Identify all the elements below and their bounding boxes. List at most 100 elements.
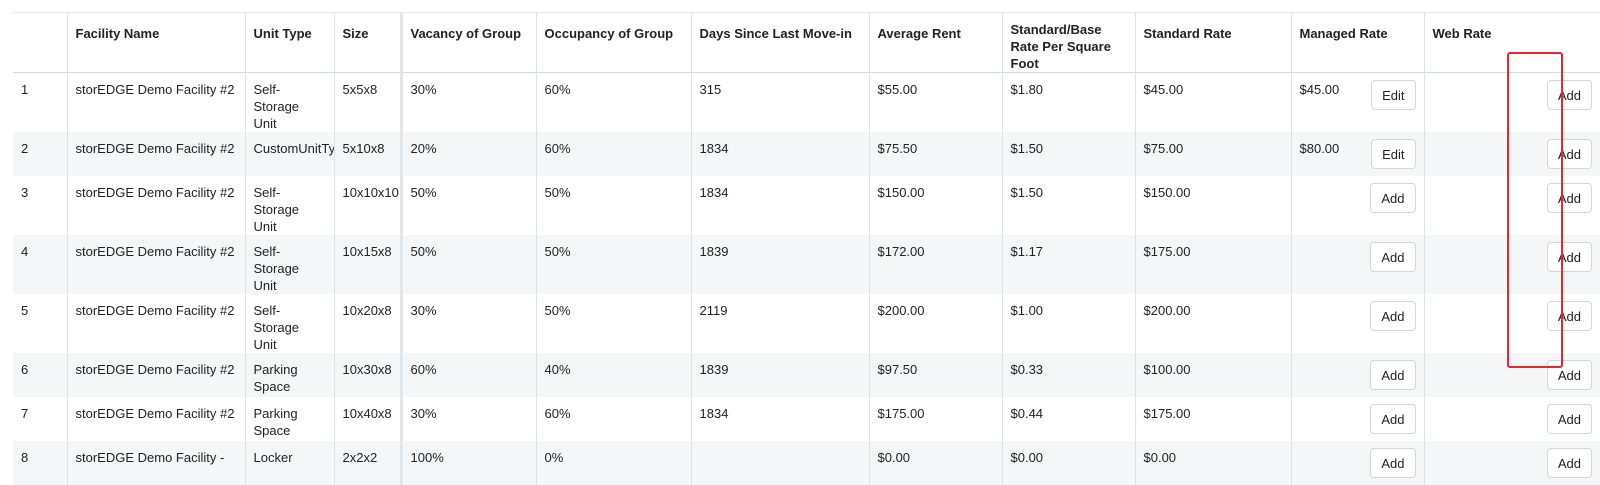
facility-name-cell: storEDGE Demo Facility #2	[66, 294, 245, 353]
standard-rate-cell: $75.00	[1134, 132, 1291, 176]
unit-type-cell: Self-Storage Unit	[244, 235, 334, 294]
managed-rate-button[interactable]: Add	[1370, 404, 1416, 434]
base-rate-per-sqft-cell: $0.33	[1001, 353, 1135, 397]
table-row: 5 storEDGE Demo Facility #2 Self-Storage U…	[13, 294, 1600, 353]
rates-table-container: Facility Name Unit Type Size Vacancy of …	[13, 12, 1600, 485]
web-rate-content: Add	[1433, 360, 1592, 390]
facility-name-cell: storEDGE Demo Facility #2	[66, 72, 245, 132]
managed-rate-button[interactable]: Edit	[1371, 139, 1416, 169]
standard-rate-cell: $150.00	[1134, 176, 1291, 235]
days-since-move-in-cell: 315	[690, 72, 869, 132]
web-rate-cell: Add	[1423, 132, 1600, 176]
occupancy-cell: 0%	[535, 441, 691, 485]
web-rate-add-button[interactable]: Add	[1546, 301, 1592, 331]
facility-name-cell: storEDGE Demo Facility #2	[66, 235, 245, 294]
web-rate-add-button[interactable]: Add	[1546, 183, 1592, 213]
web-rate-add-button[interactable]: Add	[1546, 80, 1592, 110]
facility-name-cell: storEDGE Demo Facility -	[66, 441, 245, 485]
occupancy-cell: 40%	[535, 353, 691, 397]
days-since-move-in-cell: 1834	[690, 397, 869, 441]
managed-rate-button[interactable]: Add	[1370, 183, 1416, 213]
web-rate-content: Add	[1433, 139, 1592, 169]
managed-rate-content: Add	[1300, 360, 1416, 390]
vacancy-cell: 30%	[399, 72, 536, 132]
web-rate-content: Add	[1433, 448, 1592, 478]
web-rate-content: Add	[1433, 242, 1592, 272]
row-index: 7	[21, 406, 29, 421]
header-vacancy[interactable]: Vacancy of Group	[399, 12, 536, 73]
occupancy-cell: 60%	[535, 132, 691, 176]
managed-rate-cell: Add	[1290, 176, 1424, 235]
header-base-rate-per-sqft[interactable]: Standard/Base Rate Per Square Foot	[1001, 12, 1135, 73]
vacancy-cell: 50%	[399, 176, 536, 235]
days-since-move-in-cell: 1834	[690, 176, 869, 235]
managed-rate-content: Add	[1300, 242, 1416, 272]
header-occupancy[interactable]: Occupancy of Group	[535, 12, 691, 73]
vacancy-cell: 30%	[399, 397, 536, 441]
base-rate-per-sqft-cell: $1.17	[1001, 235, 1135, 294]
base-rate-per-sqft-cell: $1.50	[1001, 132, 1135, 176]
size-cell: 2x2x2	[333, 441, 401, 485]
web-rate-cell: Add	[1423, 72, 1600, 132]
occupancy-cell: 50%	[535, 235, 691, 294]
size-cell: 10x20x8	[333, 294, 401, 353]
web-rate-add-button[interactable]: Add	[1546, 448, 1592, 478]
days-since-move-in-cell: 1839	[690, 353, 869, 397]
size-cell: 10x40x8	[333, 397, 401, 441]
header-facility-name[interactable]: Facility Name	[66, 12, 245, 73]
table-row: 4 storEDGE Demo Facility #2 Self-Storage U…	[13, 235, 1600, 294]
facility-name-cell: storEDGE Demo Facility #2	[66, 176, 245, 235]
table-row: 3 storEDGE Demo Facility #2 Self-Storage U…	[13, 176, 1600, 235]
web-rate-add-button[interactable]: Add	[1546, 139, 1592, 169]
web-rate-add-button[interactable]: Add	[1546, 242, 1592, 272]
header-unit-type[interactable]: Unit Type	[244, 12, 334, 73]
unit-type-cell: Parking Space	[244, 353, 334, 397]
header-web-rate[interactable]: Web Rate	[1423, 12, 1600, 73]
managed-rate-cell: Add	[1290, 441, 1424, 485]
managed-rate-button[interactable]: Add	[1370, 301, 1416, 331]
row-index: 4	[21, 244, 29, 259]
size-cell: 10x30x8	[333, 353, 401, 397]
table-row: 7 storEDGE Demo Facility #2 Parking Space 1…	[13, 397, 1600, 441]
occupancy-cell: 60%	[535, 397, 691, 441]
average-rent-cell: $200.00	[868, 294, 1002, 353]
size-cell: 5x5x8	[333, 72, 401, 132]
vacancy-cell: 20%	[399, 132, 536, 176]
managed-rate-value: $45.00	[1299, 82, 1340, 97]
standard-rate-cell: $200.00	[1134, 294, 1291, 353]
vacancy-cell: 30%	[399, 294, 536, 353]
row-index: 3	[21, 185, 29, 200]
managed-rate-button[interactable]: Add	[1370, 448, 1416, 478]
managed-rate-button[interactable]: Add	[1370, 242, 1416, 272]
managed-rate-cell: Add	[1290, 353, 1424, 397]
base-rate-per-sqft-cell: $0.44	[1001, 397, 1135, 441]
header-days-since-move-in[interactable]: Days Since Last Move-in	[690, 12, 869, 73]
header-managed-rate[interactable]: Managed Rate	[1290, 12, 1424, 73]
web-rate-cell: Add	[1423, 176, 1600, 235]
average-rent-cell: $75.50	[868, 132, 1002, 176]
web-rate-cell: Add	[1423, 441, 1600, 485]
header-standard-rate[interactable]: Standard Rate	[1134, 12, 1291, 73]
table-header-row: Facility Name Unit Type Size Vacancy of …	[13, 12, 1600, 73]
standard-rate-cell: $45.00	[1134, 72, 1291, 132]
web-rate-content: Add	[1433, 404, 1592, 434]
occupancy-cell: 50%	[535, 176, 691, 235]
row-index: 5	[21, 303, 29, 318]
row-index: 8	[21, 450, 29, 465]
managed-rate-content: Add	[1300, 183, 1416, 213]
table-row: 2 storEDGE Demo Facility #2 CustomUnitTyp 5…	[13, 132, 1600, 176]
managed-rate-content: $45.00 Edit	[1299, 80, 1416, 110]
header-average-rent[interactable]: Average Rent	[868, 12, 1002, 73]
vacancy-cell: 100%	[399, 441, 536, 485]
managed-rate-button[interactable]: Add	[1370, 360, 1416, 390]
average-rent-cell: $97.50	[868, 353, 1002, 397]
web-rate-add-button[interactable]: Add	[1546, 404, 1592, 434]
average-rent-cell: $150.00	[868, 176, 1002, 235]
web-rate-content: Add	[1433, 301, 1592, 331]
average-rent-cell: $175.00	[868, 397, 1002, 441]
header-size[interactable]: Size	[333, 12, 401, 73]
managed-rate-button[interactable]: Edit	[1371, 80, 1416, 110]
table-row: 1 storEDGE Demo Facility #2 Self-Storage U…	[13, 72, 1600, 132]
web-rate-add-button[interactable]: Add	[1546, 360, 1592, 390]
managed-rate-content: Add	[1300, 301, 1416, 331]
